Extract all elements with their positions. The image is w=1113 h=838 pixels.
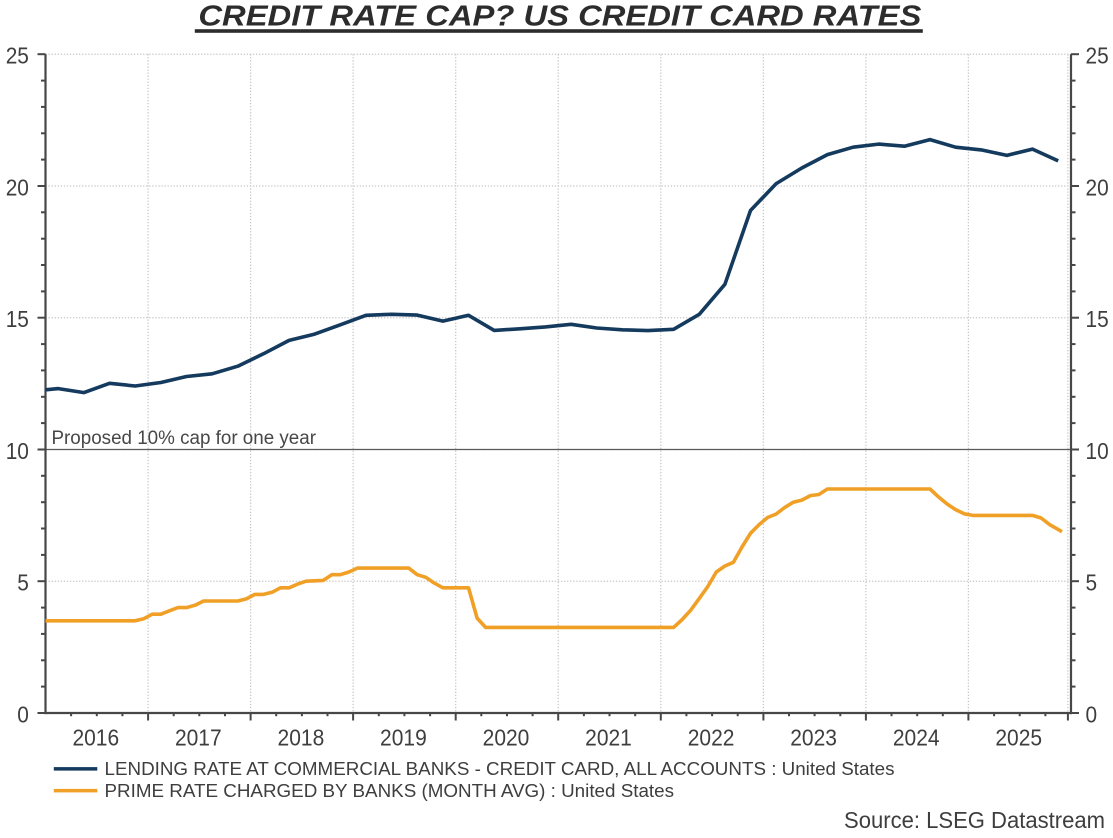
svg-text:20: 20 bbox=[6, 174, 29, 200]
svg-text:PRIME RATE CHARGED BY BANKS (M: PRIME RATE CHARGED BY BANKS (MONTH AVG) … bbox=[105, 781, 675, 801]
svg-text:0: 0 bbox=[17, 701, 29, 727]
svg-text:25: 25 bbox=[6, 43, 29, 69]
svg-text:15: 15 bbox=[6, 306, 29, 332]
svg-text:2023: 2023 bbox=[790, 724, 837, 750]
svg-text:2020: 2020 bbox=[483, 724, 530, 750]
svg-text:LENDING RATE AT COMMERCIAL BAN: LENDING RATE AT COMMERCIAL BANKS - CREDI… bbox=[105, 759, 895, 779]
svg-text:0: 0 bbox=[1086, 701, 1098, 727]
svg-text:2025: 2025 bbox=[995, 724, 1042, 750]
svg-text:2018: 2018 bbox=[278, 724, 325, 750]
svg-text:15: 15 bbox=[1086, 306, 1109, 332]
svg-text:25: 25 bbox=[1086, 43, 1109, 69]
svg-text:Source: LSEG Datastream: Source: LSEG Datastream bbox=[844, 807, 1105, 833]
svg-text:2019: 2019 bbox=[380, 724, 427, 750]
svg-text:2021: 2021 bbox=[585, 724, 632, 750]
svg-text:2016: 2016 bbox=[72, 724, 119, 750]
svg-text:5: 5 bbox=[1086, 570, 1098, 596]
svg-text:CREDIT RATE CAP? US CREDIT CAR: CREDIT RATE CAP? US CREDIT CARD RATES bbox=[198, 1, 921, 33]
svg-text:Proposed 10% cap for one year: Proposed 10% cap for one year bbox=[52, 428, 317, 449]
svg-text:20: 20 bbox=[1086, 174, 1109, 200]
svg-text:5: 5 bbox=[17, 570, 29, 596]
svg-text:2017: 2017 bbox=[175, 724, 222, 750]
svg-text:10: 10 bbox=[6, 438, 29, 464]
svg-text:2022: 2022 bbox=[688, 724, 735, 750]
svg-text:10: 10 bbox=[1086, 438, 1109, 464]
svg-text:2024: 2024 bbox=[893, 724, 940, 750]
